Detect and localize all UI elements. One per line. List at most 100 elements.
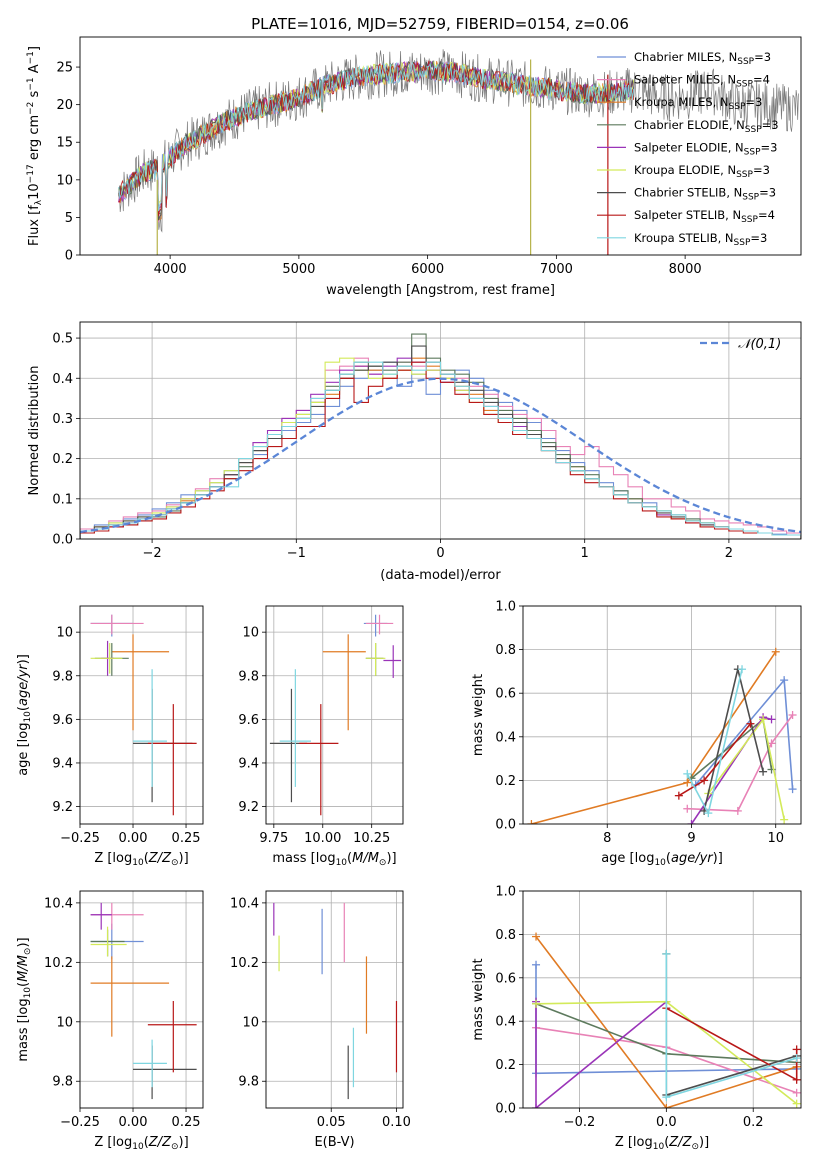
- label-part: =3: [761, 140, 778, 154]
- y-tick-label: 9.2: [52, 800, 73, 815]
- label-part: ⊙: [379, 858, 387, 868]
- y-tick-label: 10: [56, 1015, 73, 1030]
- legend: 𝒩(0,1): [700, 337, 781, 352]
- plot-area: [90, 902, 197, 1100]
- label-part: s: [27, 90, 42, 101]
- y-tick-label: 9.8: [238, 669, 259, 684]
- label-part: Chabrier MILES, N: [634, 50, 737, 64]
- y-tick-label: 9.6: [238, 713, 259, 728]
- errorbar-kroupa-stelib: [279, 669, 312, 787]
- weight-line-chabrier-elodie: [690, 717, 773, 779]
- y-tick-label: 9.4: [52, 756, 73, 771]
- axes: −0.2 0.0 0.2 0.0 0.2 0.4 0.6 0.8 1.0 Z [log10​(Z/…: [471, 885, 764, 1153]
- y-tick-label: 0.4: [52, 372, 73, 387]
- label-part: (: [347, 851, 352, 866]
- axes-frame: [79, 605, 204, 825]
- y-tick-label: 20: [56, 98, 73, 113]
- plot-area: [532, 932, 801, 1108]
- label-part: )]: [179, 851, 189, 866]
- y-tick-label: 10: [56, 173, 73, 188]
- y-tick-label: 9.8: [238, 1075, 259, 1090]
- errorbar-chabrier-miles: [363, 614, 388, 637]
- label-part: −1: [26, 51, 36, 64]
- errorbar-kroupa-miles: [111, 634, 170, 731]
- x-tick-label: 0.10: [382, 1115, 411, 1130]
- label-part: ]: [27, 46, 42, 51]
- weight-point-chabrier-miles: [532, 960, 541, 969]
- label-part: age [log: [601, 851, 654, 866]
- label-part: erg cm: [27, 115, 42, 164]
- legend-label-salpeter-elodie: Salpeter ELODIE, NSSP​=3: [634, 140, 777, 157]
- y-tick-label: 0.0: [495, 818, 516, 833]
- y-tick-label: 10.2: [230, 956, 259, 971]
- weight-point-salpeter-miles: [733, 806, 742, 815]
- label-part: (: [16, 982, 31, 987]
- errorbar-salpeter-miles: [90, 614, 144, 635]
- errorbar-salpeter-stelib: [147, 704, 197, 816]
- weight-point-salpeter-stelib: [792, 1075, 801, 1084]
- label-part: 10: [23, 711, 33, 723]
- x-tick-label: 9: [687, 831, 695, 846]
- errorbar-kroupa-miles: [322, 634, 366, 731]
- y-tick-label: 0.2: [495, 1058, 516, 1073]
- y-tick-label: 0.2: [52, 452, 73, 467]
- label-part: )]: [713, 851, 723, 866]
- label-part: λ: [34, 199, 44, 205]
- y-tick-label: 0.6: [495, 687, 516, 702]
- x-tick-label: 0: [436, 546, 444, 561]
- weight-point-kroupa-miles: [527, 820, 536, 824]
- label-part: (: [666, 851, 671, 866]
- x-tick-label: 2: [725, 546, 733, 561]
- errorbar-chabrier-elodie: [365, 643, 384, 676]
- weight-point-kroupa-stelib: [738, 665, 747, 674]
- x-tick-label: 5000: [282, 262, 315, 277]
- plot-area: [273, 902, 398, 1100]
- errorbar-chabrier-stelib: [269, 688, 308, 803]
- y-tick-label: 10: [242, 1015, 259, 1030]
- label-part: =3: [754, 50, 771, 64]
- grid: [266, 891, 403, 1108]
- panel-mass-vs-Z: −0.25 0.00 0.25 9.8 10 10.2 10.4 Z [log10​(Z/Z⊙…: [16, 890, 204, 1152]
- label-part: =4: [753, 73, 770, 87]
- x-tick-label: 0.05: [317, 1115, 346, 1130]
- label-part: 10: [336, 858, 348, 868]
- label-part: A: [27, 64, 42, 77]
- axes: 8 9 10 0.0 0.2 0.4 0.6 0.8 1.0 age [log10​(age/yr…: [471, 600, 784, 869]
- label-part: =3: [745, 95, 762, 109]
- panel-spectrum: 4000 5000 6000 7000 8000 0 5 10 15 20 25 wavelength…: [26, 36, 802, 298]
- weight-line-salpeter-stelib: [665, 1007, 798, 1082]
- grid: [79, 606, 203, 824]
- legend-label-kroupa-elodie: Kroupa ELODIE, NSSP​=3: [634, 163, 770, 180]
- grid: [266, 606, 403, 824]
- legend-label-salpeter-stelib: Salpeter STELIB, NSSP​=4: [634, 208, 775, 225]
- y-tick-label: 0.1: [52, 492, 73, 507]
- label-part: SSP: [745, 125, 762, 135]
- label-part: Z/Z: [668, 1135, 692, 1150]
- y-tick-label: 25: [56, 61, 73, 76]
- weight-point-kroupa-stelib: [662, 949, 671, 958]
- label-part: Z/Z: [148, 851, 172, 866]
- y-tick-label: 10: [242, 626, 259, 641]
- x-axis-label: age [log10​(age/yr)]: [601, 851, 723, 868]
- legend-label-salpeter-miles: Salpeter MILES, NSSP​=4: [634, 73, 770, 90]
- y-tick-label: 0.8: [495, 643, 516, 658]
- x-axis-label: Z [log10​(Z/Z⊙​)]: [94, 1135, 188, 1152]
- label-part: Z [log: [615, 1135, 653, 1150]
- x-tick-label: −0.25: [60, 1115, 100, 1130]
- y-tick-label: 10.4: [44, 896, 73, 911]
- errorbar-kroupa-elodie: [90, 643, 123, 674]
- plot-area: [269, 614, 402, 816]
- y-tick-label: 1.0: [495, 885, 516, 900]
- errorbar-kroupa-miles: [90, 956, 170, 1037]
- gaussian-curve: [80, 377, 801, 534]
- plot-area: [527, 647, 797, 824]
- legend-label-chabrier-elodie: Chabrier ELODIE, NSSP​=3: [634, 118, 779, 135]
- errorbar-chabrier-elodie: [94, 643, 129, 676]
- x-tick-label: 8: [603, 831, 611, 846]
- model-line-kroupa-stelib: [118, 61, 635, 212]
- x-tick-label: 10: [767, 831, 784, 846]
- x-tick-label: 0.2: [743, 1115, 764, 1130]
- errorbar-chabrier-stelib: [133, 1045, 197, 1100]
- axes-frame: [265, 605, 404, 825]
- weight-point-kroupa-stelib: [683, 769, 692, 778]
